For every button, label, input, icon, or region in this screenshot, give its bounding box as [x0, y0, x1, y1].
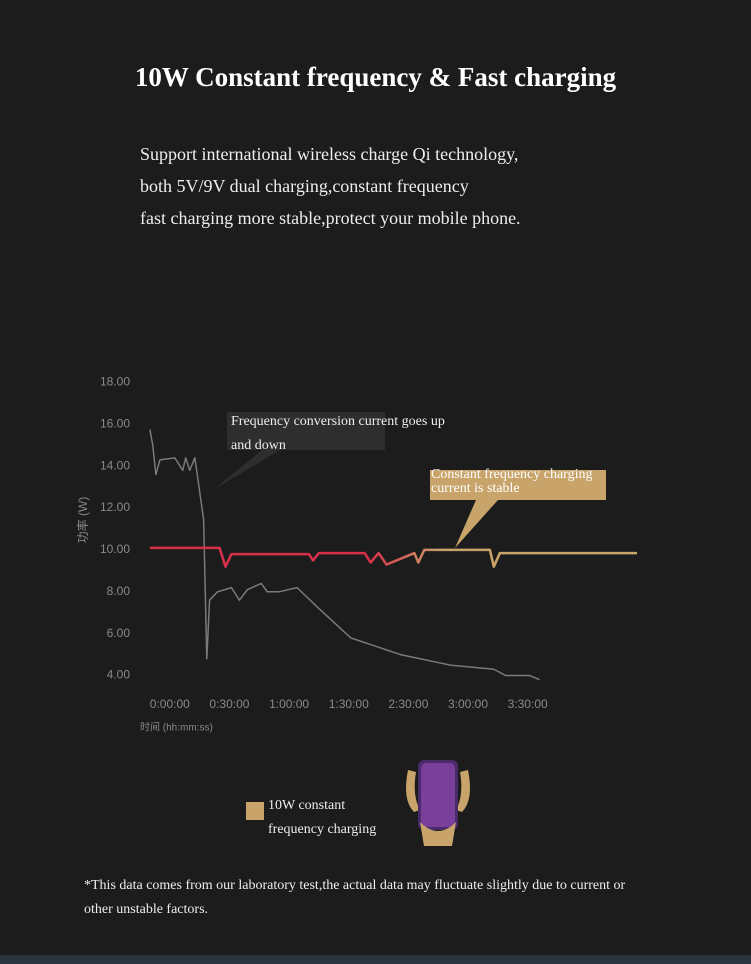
product: [406, 760, 470, 846]
title: 10W Constant frequency & Fast charging: [134, 62, 617, 92]
x-tick-label: 0:30:00: [209, 697, 249, 711]
description: Support international wireless charge Qi…: [140, 138, 521, 234]
annotation: Frequency conversion current goes up and…: [231, 414, 445, 453]
y-tick-label: 8.00: [107, 584, 131, 598]
y-tick-label: 6.00: [107, 626, 131, 640]
x-tick-label: 2:30:00: [388, 697, 428, 711]
callout-gold: [430, 470, 606, 548]
x-tick-label: 3:30:00: [508, 697, 548, 711]
callout-gray: [213, 412, 385, 490]
annotation: Constant frequency charging current is s…: [431, 467, 593, 496]
y-tick-label: 16.00: [100, 417, 130, 431]
y-tick-label: 12.00: [100, 500, 130, 514]
description-line: both 5V/9V dual charging,constant freque…: [140, 176, 469, 196]
legend-label: 10W constant frequency charging: [268, 798, 377, 837]
x-tick-label: 1:30:00: [329, 697, 369, 711]
footnote: *This data comes from our laboratory tes…: [84, 878, 626, 917]
y-tick-label: 18.00: [100, 375, 130, 389]
series-line: [149, 429, 540, 681]
x-tick-label: 3:00:00: [448, 697, 488, 711]
y-tick-label: 4.00: [107, 668, 131, 682]
x-axis-label: 时间 (hh:mm:ss): [140, 721, 213, 734]
x-tick-label: 1:00:00: [269, 697, 309, 711]
x-tick-label: 0:00:00: [150, 697, 190, 711]
y-axis-label: 功率 (W): [75, 497, 90, 544]
legend-swatch: [246, 802, 264, 820]
bottom-bar: [0, 955, 751, 964]
description-line: fast charging more stable,protect your m…: [140, 208, 521, 228]
y-tick-label: 14.00: [100, 458, 130, 472]
y-tick-label: 10.00: [100, 542, 130, 556]
series-line: [149, 546, 637, 568]
description-line: Support international wireless charge Qi…: [140, 144, 519, 164]
